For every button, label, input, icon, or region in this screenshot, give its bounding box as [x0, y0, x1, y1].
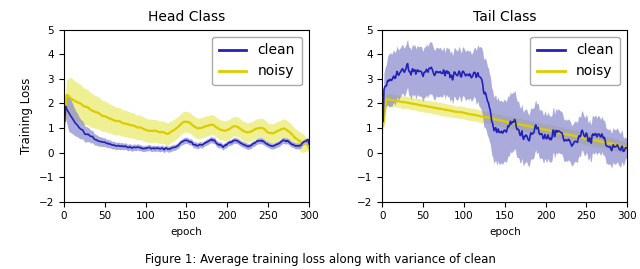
clean	[620, 150, 627, 153]
clean	[404, 62, 412, 65]
Legend: clean, noisy: clean, noisy	[212, 37, 302, 85]
clean	[529, 132, 537, 135]
noisy	[283, 129, 291, 132]
clean	[63, 107, 70, 110]
clean	[268, 144, 276, 148]
noisy	[380, 124, 387, 127]
Title: Head Class: Head Class	[148, 10, 225, 24]
noisy	[380, 117, 388, 121]
clean	[207, 138, 215, 141]
clean	[623, 146, 631, 149]
clean	[380, 120, 387, 123]
clean	[212, 141, 220, 144]
X-axis label: epoch: epoch	[170, 227, 202, 237]
clean	[525, 139, 533, 142]
noisy	[525, 125, 533, 128]
X-axis label: epoch: epoch	[489, 227, 521, 237]
noisy	[211, 125, 219, 128]
noisy	[586, 138, 593, 141]
clean	[61, 119, 68, 123]
noisy	[206, 123, 214, 127]
Title: Tail Class: Tail Class	[473, 10, 536, 24]
Line: noisy: noisy	[65, 95, 309, 148]
noisy	[207, 123, 215, 126]
noisy	[268, 132, 275, 135]
clean	[602, 139, 609, 142]
noisy	[623, 147, 631, 151]
noisy	[63, 93, 70, 97]
noisy	[62, 105, 70, 108]
clean	[305, 142, 313, 146]
Line: clean: clean	[65, 106, 309, 150]
clean	[525, 139, 532, 142]
Text: Figure 1: Average training loss along with variance of clean: Figure 1: Average training loss along wi…	[145, 253, 495, 266]
Line: clean: clean	[383, 63, 627, 151]
noisy	[61, 116, 68, 119]
noisy	[525, 124, 532, 128]
clean	[161, 148, 168, 151]
noisy	[383, 97, 390, 101]
noisy	[602, 141, 609, 144]
noisy	[529, 126, 537, 129]
noisy	[305, 146, 313, 150]
Legend: clean, noisy: clean, noisy	[530, 37, 620, 85]
clean	[380, 88, 388, 91]
Y-axis label: Training Loss: Training Loss	[20, 77, 33, 154]
clean	[62, 105, 70, 108]
clean	[284, 140, 291, 143]
clean	[586, 136, 593, 139]
clean	[208, 138, 216, 141]
Line: noisy: noisy	[383, 99, 627, 149]
